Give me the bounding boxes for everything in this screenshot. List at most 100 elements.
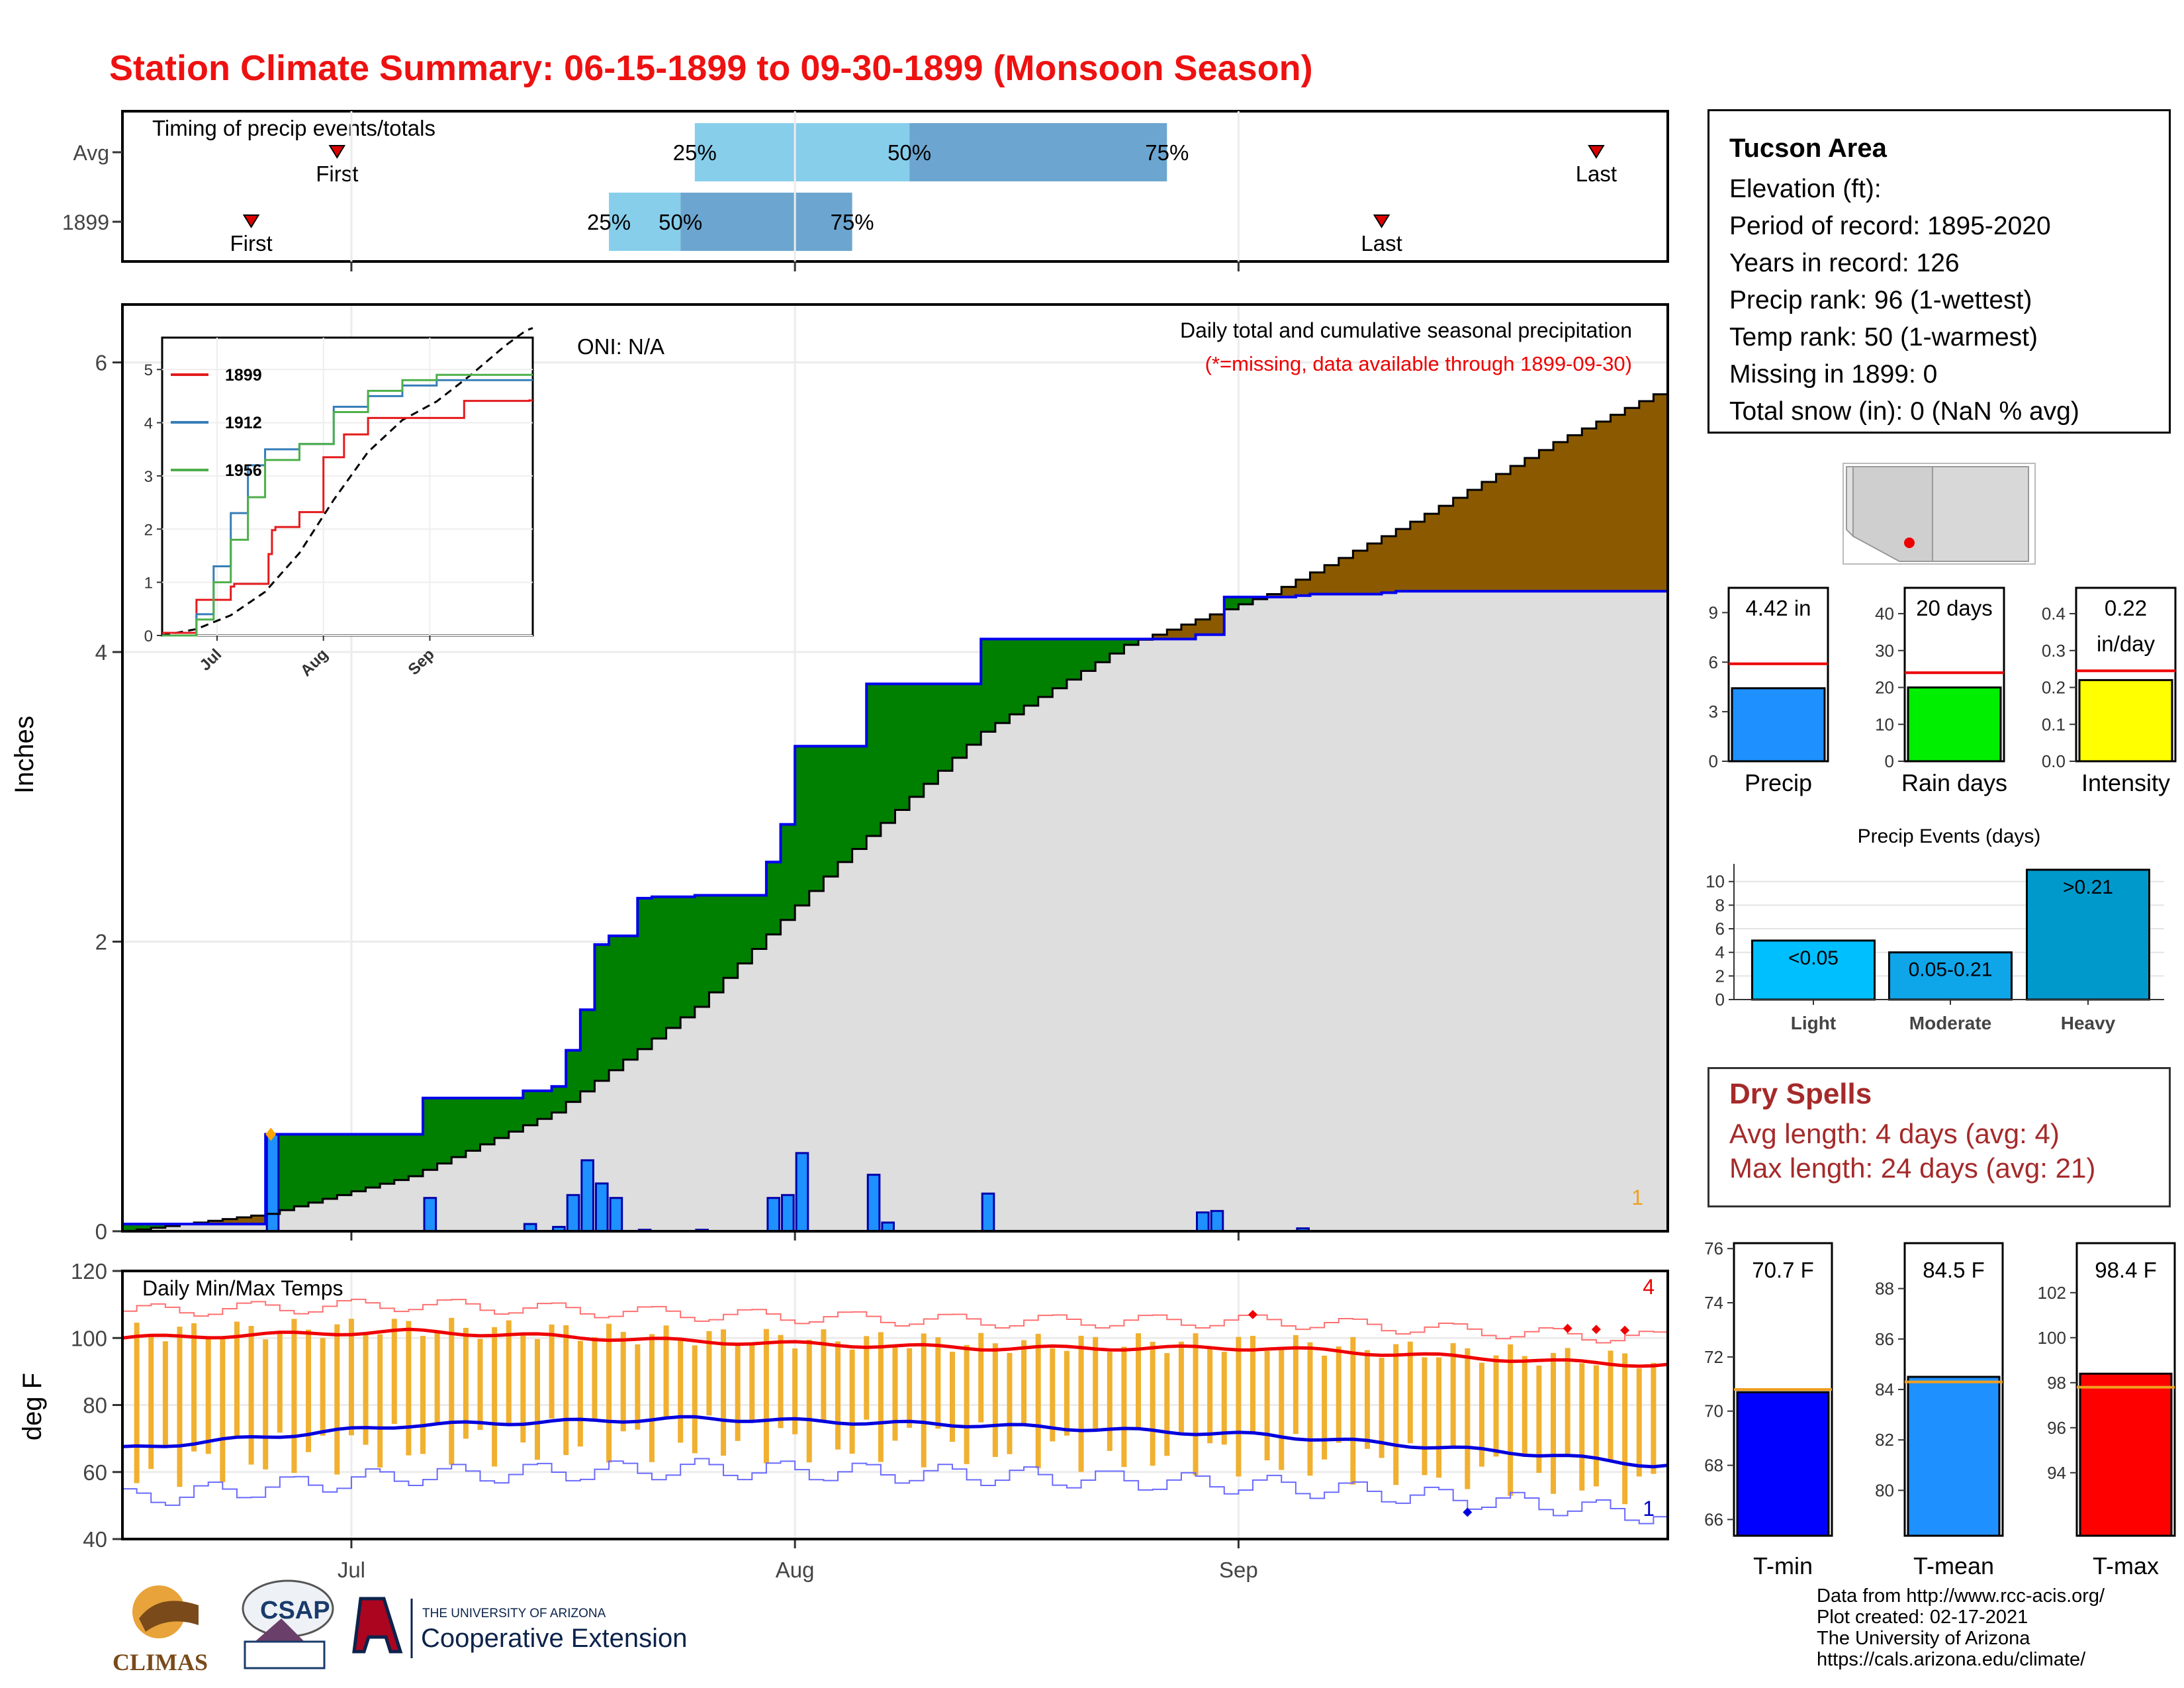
daily-temp-range-bar [1364,1350,1370,1449]
daily-temp-range-bar [620,1332,626,1432]
drier-than-average-fill [1424,514,1439,592]
drier-than-average-fill [1396,529,1411,592]
inset-y-tick-label: 3 [144,468,153,486]
daily-temp-range-bar [377,1334,383,1468]
timing-first-label: First [230,231,273,256]
drier-than-average-fill [1553,442,1569,592]
record-high-marker-icon [1248,1309,1258,1319]
mini-bar-y-tick-label: 30 [1875,641,1894,661]
daily-temp-range-bar [892,1347,898,1441]
station-elevation: Elevation (ft): [1729,175,1882,203]
daily-temp-range-bar [663,1325,669,1420]
mini-bar-y-tick-label: 10 [1875,714,1894,734]
wetter-than-average-fill [437,1098,452,1164]
temp-title: Daily Min/Max Temps [142,1276,343,1300]
temp-summary-y-tick-label: 94 [2047,1463,2066,1483]
daily-temp-range-bar [1164,1353,1170,1456]
daily-precip-bar [781,1194,795,1233]
temp-y-tick-label: 60 [83,1460,107,1485]
daily-temp-range-bar [334,1324,340,1475]
temp-summary-y-tick-label: 76 [1704,1239,1723,1258]
drier-than-average-fill [1338,557,1353,594]
drier-than-average-fill [1567,435,1582,592]
temp-summary-y-tick-label: 72 [1704,1347,1723,1367]
precip-events-bar-light [1751,939,1876,1001]
inset-legend-label: 1912 [225,414,262,432]
wetter-than-average-fill [408,1134,424,1176]
daily-precip-bar [866,1174,881,1233]
wetter-than-average-fill [451,1098,467,1157]
timing-last-label: Last [1576,162,1617,186]
season-cumulative-line [122,590,1668,1226]
wetter-than-average-fill [594,944,610,1081]
credit-data-source: Data from http://www.rcc-acis.org/ [1817,1585,2105,1607]
precip-events-category-label: Moderate [1909,1013,1991,1033]
precip-events-bar-moderate [1888,951,2013,1001]
wetter-than-average-fill [365,1134,381,1188]
credit-university: The University of Arizona [1817,1628,2030,1649]
drier-than-average-fill [1467,490,1482,592]
precip-events-title: Precip Events (days) [1858,825,2041,847]
precip-frame [121,303,1669,1233]
daily-temp-range-bar [1121,1346,1127,1468]
drier-than-average-fill [1524,457,1539,592]
daily-temp-range-bar [1651,1362,1657,1474]
mini-bar-y-tick-label: 0.0 [2042,751,2066,771]
mini-bar-y-tick-label: 9 [1709,602,1718,622]
climas-land-icon [139,1601,199,1632]
daily-temp-range-bar [477,1338,483,1430]
precip-events-bar-heavy [2026,868,2150,1001]
ua-logo: THE UNIVERSITY OF ARIZONA Cooperative Ex… [352,1597,687,1658]
daily-temp-range-bar [1522,1356,1527,1457]
daily-temp-range-bar [821,1329,827,1421]
timing-row-label: Avg [73,141,109,165]
precip-subtitle: Daily total and cumulative seasonal prec… [1180,318,1632,342]
wetter-than-average-fill [465,1098,481,1151]
daily-temp-range-bar [420,1336,426,1454]
daily-temp-range-bar [534,1338,540,1460]
timing-p50-label: 50% [887,140,931,165]
timing-first-marker-icon [242,214,260,228]
wetter-than-average-fill [380,1134,395,1184]
daily-temp-range-bar [391,1319,397,1424]
daily-temp-range-bar [835,1341,841,1450]
mini-bar-y-tick-label: 0.4 [2042,604,2066,624]
drier-than-average-fill [1167,630,1182,639]
daily-temp-range-bar [1150,1341,1156,1466]
wetter-than-average-fill [623,935,638,1060]
inset-y-tick-label: 2 [144,521,153,539]
timing-last-marker-icon [1588,145,1605,159]
drier-than-average-fill [1210,614,1225,635]
timing-bar-50-75 [680,193,852,251]
wetter-than-average-fill [795,746,810,906]
temp-y-tick-label: 80 [83,1393,107,1418]
drier-than-average-fill [1353,550,1368,594]
daily-temp-range-bar [1007,1352,1013,1454]
climas-logo: CLIMAS [113,1585,208,1675]
wetter-than-average-fill [1066,639,1082,680]
daily-temp-range-bar [864,1336,870,1420]
precip-events-bar-label: >0.21 [2063,876,2113,898]
drier-than-average-fill [1281,586,1297,597]
daily-temp-range-bar [263,1339,269,1470]
temp-y-label: deg F [18,1373,47,1440]
station-location-dot [1904,538,1915,548]
daily-temp-range-bar [1393,1344,1399,1485]
inset-legend-label: 1899 [225,366,262,385]
precip-corner-count: 1 [1631,1186,1643,1209]
csap-mountain-icon [255,1618,304,1642]
timing-p25-label: 25% [673,140,717,165]
daily-temp-range-bar [1508,1344,1514,1496]
temp-summary-y-tick-label: 100 [2038,1328,2066,1348]
daily-temp-range-bar [1035,1333,1041,1469]
mini-bar-precip [1731,687,1826,763]
temp-summary-y-tick-label: 88 [1875,1279,1894,1299]
mini-bar-value-label2: in/day [2097,632,2156,656]
wetter-than-average-fill [1095,639,1111,663]
drier-than-average-fill [1510,465,1525,592]
daily-temp-range-bar [1178,1341,1184,1432]
daily-temp-range-bar [277,1331,283,1433]
dry-spells-title: Dry Spells [1729,1078,1872,1110]
inset-series-line-1956 [162,373,533,637]
daily-temp-range-bar [1579,1363,1585,1491]
